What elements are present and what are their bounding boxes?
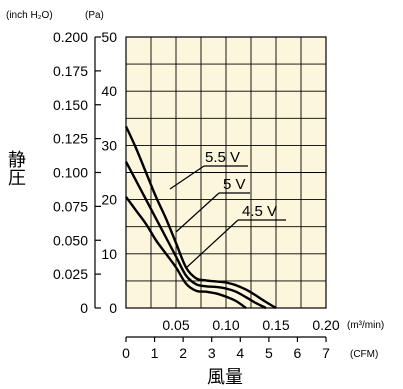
y-unit-inch-label: (inch H₂O): [6, 10, 53, 21]
cfm-tick-label: 0: [122, 345, 130, 361]
inch-tick-label: 0.200: [53, 29, 88, 45]
cfm-tick-label: 2: [179, 345, 187, 361]
inch-axis: 0 0.025 0.050 0.075 0.100 0.125 0.150 0.175 0.20…: [53, 29, 101, 316]
pa-axis: 0 10 20 30 40 50: [101, 29, 117, 316]
inch-tick-label: 0.150: [53, 97, 88, 113]
cfm-tick-label: 3: [208, 345, 216, 361]
plot-frame: [125, 36, 327, 309]
y-unit-pa-label: (Pa): [85, 10, 104, 21]
curve-label-4-5v: 4.5 V: [242, 203, 277, 220]
pa-tick-label: 50: [101, 29, 117, 45]
inch-tick-label: 0.100: [53, 165, 88, 181]
pa-tick-label: 20: [101, 192, 117, 208]
inch-tick-label: 0.175: [53, 63, 88, 79]
x-unit-cfm-label: (CFM): [350, 349, 378, 360]
cfm-tick-label: 1: [151, 345, 159, 361]
inch-tick-label: 0.025: [53, 266, 88, 282]
m3min-tick-label: 0.15: [262, 317, 289, 333]
m3min-tick-label: 0.10: [212, 317, 239, 333]
curve-4-5-v: [125, 196, 247, 309]
inch-tick-label: 0.050: [53, 232, 88, 248]
curve-label-5v: 5 V: [223, 176, 246, 193]
leader-5-5v: [169, 165, 205, 190]
inch-tick-label: 0: [80, 300, 88, 316]
inch-tick-label: 0.125: [53, 131, 88, 147]
x-unit-m3min-label: (m³/min): [347, 320, 384, 331]
label-group-5-5v: 5.5 V: [169, 149, 248, 190]
label-group-5v: 5 V: [175, 176, 250, 233]
pa-tick-label: 10: [101, 246, 117, 262]
cfm-axis: 0 1 2 3 4 5 6 7: [122, 336, 330, 361]
cfm-tick-label: 6: [294, 345, 302, 361]
curve-5-5-v: [124, 125, 277, 310]
m3min-tick-label: 0.20: [312, 317, 339, 333]
curves: [124, 125, 277, 310]
leader-4-5v: [185, 219, 239, 269]
inch-tick-label: 0.075: [53, 198, 88, 214]
curve-5-v: [124, 161, 267, 310]
x-axis-title: 風量: [207, 367, 243, 387]
curve-label-5-5v: 5.5 V: [205, 149, 240, 166]
m3min-tick-label: 0.05: [162, 317, 189, 333]
m3min-axis: 0.05 0.10 0.15 0.20: [162, 317, 339, 333]
pa-tick-label: 40: [101, 83, 117, 99]
pa-tick-label: 30: [101, 137, 117, 153]
leader-5v: [175, 192, 220, 233]
pa-tick-label: 0: [109, 300, 117, 316]
label-group-4-5v: 4.5 V: [185, 203, 286, 269]
cfm-tick-label: 5: [265, 345, 273, 361]
cfm-tick-label: 7: [322, 345, 330, 361]
cfm-tick-label: 4: [236, 345, 244, 361]
y-axis-title: 静圧: [6, 150, 26, 186]
